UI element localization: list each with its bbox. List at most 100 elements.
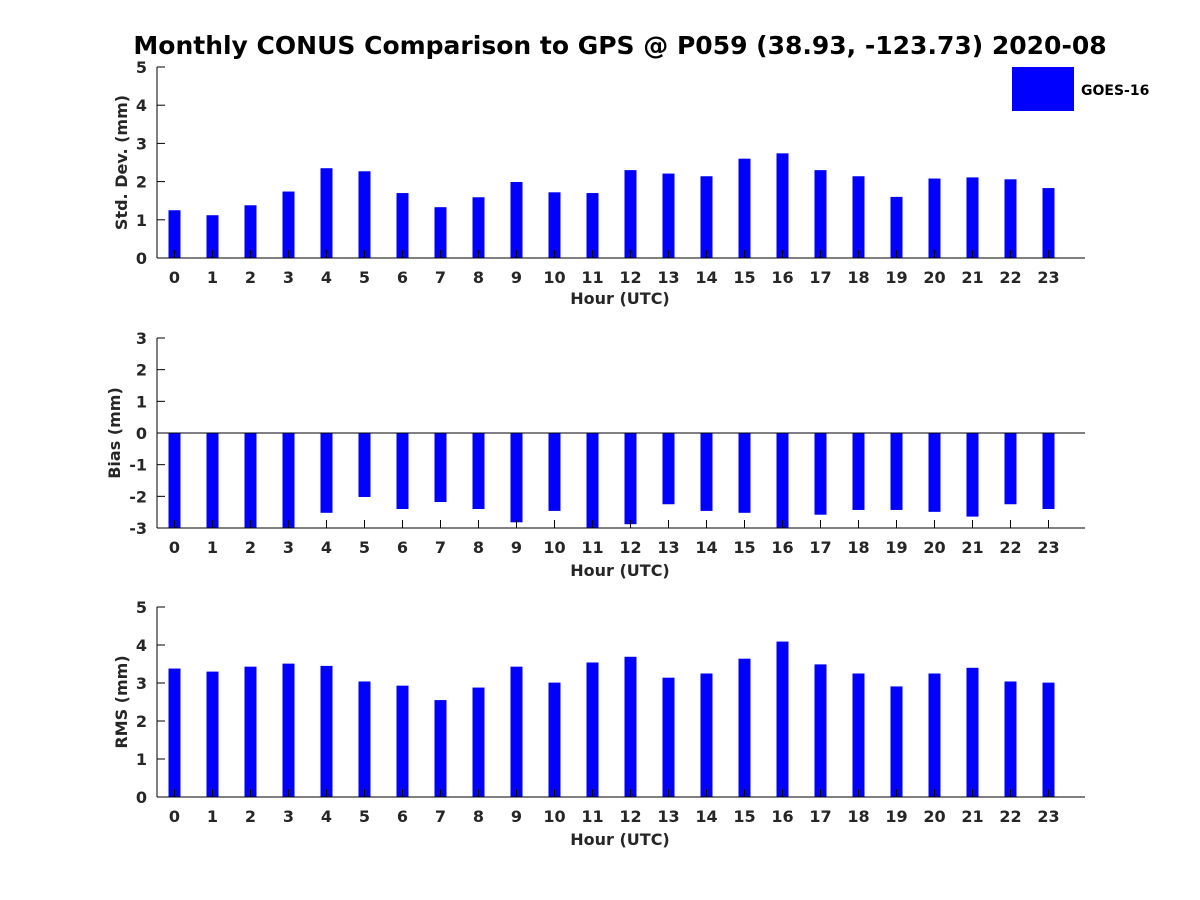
x-tick-label: 8: [473, 807, 484, 826]
y-tick-label: 3: [136, 134, 147, 153]
x-tick-label: 3: [283, 268, 294, 287]
bar: [1042, 682, 1055, 797]
x-tick-label: 0: [169, 268, 180, 287]
bar: [472, 433, 485, 509]
y-tick-label: 3: [136, 674, 147, 693]
y-tick-label: 1: [136, 392, 147, 411]
bar: [776, 153, 789, 258]
y-tick-label: 1: [136, 750, 147, 769]
bar: [1004, 179, 1017, 258]
x-tick-label: 9: [511, 538, 522, 557]
x-tick-label: 11: [581, 807, 603, 826]
x-tick-label: 15: [733, 268, 755, 287]
x-tick-label: 21: [961, 268, 983, 287]
x-tick-label: 3: [283, 538, 294, 557]
x-tick-label: 13: [657, 268, 679, 287]
x-tick-label: 23: [1037, 538, 1059, 557]
x-tick-label: 6: [397, 268, 408, 287]
x-tick-label: 22: [999, 807, 1021, 826]
x-tick-label: 8: [473, 268, 484, 287]
bar: [548, 682, 561, 797]
x-tick-label: 1: [207, 807, 218, 826]
bar: [282, 433, 295, 528]
x-tick-label: 21: [961, 538, 983, 557]
x-tick-label: 17: [809, 268, 831, 287]
bar: [434, 207, 447, 258]
bar: [814, 170, 827, 258]
bar: [282, 663, 295, 797]
bar: [320, 665, 333, 797]
x-tick-label: 22: [999, 538, 1021, 557]
x-tick-label: 6: [397, 538, 408, 557]
x-tick-label: 22: [999, 268, 1021, 287]
x-tick-label: 14: [695, 538, 717, 557]
x-axis-label: Hour (UTC): [570, 561, 670, 580]
x-tick-label: 18: [847, 807, 869, 826]
x-tick-label: 21: [961, 807, 983, 826]
x-tick-label: 17: [809, 538, 831, 557]
x-tick-label: 2: [245, 807, 256, 826]
y-tick-label: 3: [136, 329, 147, 348]
bar: [358, 433, 371, 497]
x-tick-label: 2: [245, 268, 256, 287]
y-tick-label: 5: [136, 58, 147, 77]
bar: [624, 656, 637, 797]
x-tick-label: 5: [359, 807, 370, 826]
y-axis-label: Std. Dev. (mm): [112, 95, 131, 230]
x-tick-label: 17: [809, 807, 831, 826]
bar: [586, 193, 599, 258]
bar: [510, 181, 523, 258]
x-tick-label: 10: [543, 538, 565, 557]
bar: [776, 641, 789, 797]
bar: [548, 192, 561, 258]
bar: [662, 173, 675, 258]
y-tick-label: 0: [136, 249, 147, 268]
bar: [852, 673, 865, 797]
bar: [206, 671, 219, 797]
bar: [586, 433, 599, 528]
bar: [928, 178, 941, 258]
bar: [852, 176, 865, 258]
bar: [700, 433, 713, 511]
bar: [168, 433, 181, 528]
y-axis-label: Bias (mm): [105, 387, 124, 479]
x-tick-label: 0: [169, 538, 180, 557]
x-tick-label: 7: [435, 538, 446, 557]
x-tick-label: 5: [359, 538, 370, 557]
bar: [548, 433, 561, 511]
bar: [1004, 681, 1017, 797]
x-tick-label: 12: [619, 807, 641, 826]
bar: [434, 433, 447, 503]
y-tick-label: -3: [129, 519, 147, 538]
x-tick-label: 4: [321, 538, 332, 557]
bar: [206, 433, 219, 528]
bar: [472, 197, 485, 258]
bar: [320, 433, 333, 513]
x-tick-label: 8: [473, 538, 484, 557]
y-tick-label: 4: [136, 96, 147, 115]
y-tick-label: 2: [136, 712, 147, 731]
x-tick-label: 16: [771, 538, 793, 557]
legend: GOES-16: [1012, 67, 1149, 111]
x-tick-label: 20: [923, 538, 945, 557]
x-tick-label: 19: [885, 538, 907, 557]
bar: [168, 668, 181, 797]
bar: [396, 685, 409, 797]
bar: [966, 667, 979, 797]
bar: [510, 666, 523, 797]
x-tick-label: 12: [619, 538, 641, 557]
x-tick-label: 13: [657, 538, 679, 557]
bar: [738, 658, 751, 797]
x-tick-label: 15: [733, 807, 755, 826]
bar: [738, 433, 751, 513]
bar: [510, 433, 523, 523]
x-tick-label: 11: [581, 268, 603, 287]
x-tick-label: 16: [771, 268, 793, 287]
bar: [244, 666, 257, 797]
bar: [1042, 188, 1055, 258]
bar: [320, 168, 333, 258]
figure-title: Monthly CONUS Comparison to GPS @ P059 (…: [133, 31, 1106, 60]
